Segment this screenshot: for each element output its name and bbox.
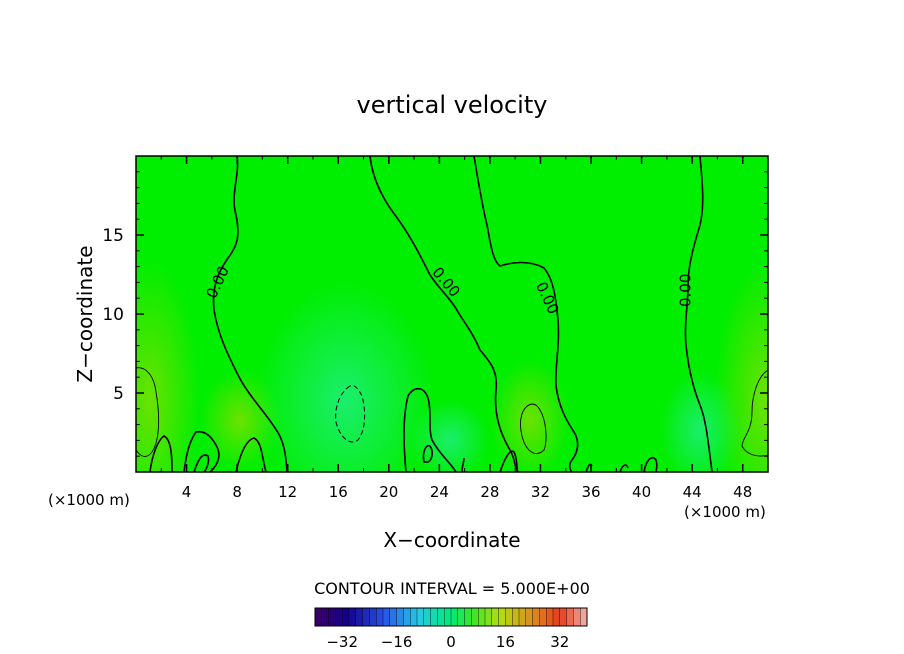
colorbar-cell — [423, 607, 432, 627]
colorbar-frame — [314, 607, 588, 627]
contour-label: 0.00 — [676, 274, 694, 307]
contour-line — [403, 387, 457, 472]
shade-left — [136, 260, 200, 472]
colorbar-cell — [437, 607, 445, 627]
y-tick-label: 10 — [102, 305, 124, 325]
contour-line — [235, 437, 267, 472]
x-tick-label: 24 — [430, 483, 449, 501]
shade-center2-cyan — [410, 400, 490, 472]
colorbar-tick-label: 16 — [496, 633, 515, 651]
contour-line — [136, 367, 160, 457]
zero-contours — [149, 156, 713, 472]
colorbar-tick-label: −16 — [381, 633, 413, 651]
colorbar-ticks: −32 −16 0 16 32 — [326, 633, 569, 651]
colorbar — [314, 607, 588, 627]
contour-line — [212, 156, 288, 472]
colorbar-cell — [525, 607, 534, 627]
contour-line — [684, 156, 713, 472]
contour-line — [369, 156, 519, 472]
contour-line — [461, 457, 465, 472]
colorbar-cell — [559, 607, 568, 627]
x-unit-left: (×1000 m) — [48, 491, 130, 509]
colorbar-cell — [573, 607, 581, 627]
colorbar-cell — [328, 607, 336, 627]
colorbar-cell — [471, 607, 479, 627]
negative-contour — [335, 385, 366, 443]
colorbar-cell — [450, 607, 459, 627]
positive-contours — [136, 367, 768, 457]
colorbar-cell — [355, 607, 364, 627]
colorbar-cell — [430, 607, 438, 627]
colorbar-cell — [539, 607, 547, 627]
colorbar-cell — [389, 607, 398, 627]
contour-line — [643, 456, 658, 472]
colorbar-cell — [457, 607, 466, 627]
colorbar-tick-label: −32 — [326, 633, 358, 651]
contour-line — [149, 435, 173, 472]
x-tick-label: 20 — [379, 483, 398, 501]
contour-line — [422, 444, 433, 463]
contour-line — [183, 430, 220, 472]
heatmap-field — [136, 156, 768, 472]
colorbar-cell — [580, 607, 588, 627]
chart-title: vertical velocity — [357, 91, 548, 119]
colorbar-cell — [416, 607, 425, 627]
colorbar-cell — [410, 607, 418, 627]
colorbar-cell — [505, 607, 513, 627]
y-axis-ticks: 5 10 15 — [102, 171, 768, 457]
colorbar-cell — [362, 607, 370, 627]
colorbar-cell — [376, 607, 384, 627]
contour-line — [473, 156, 579, 472]
x-tick-label: 8 — [232, 483, 242, 501]
colorbar-cell — [342, 607, 350, 627]
colorbar-cell — [512, 607, 520, 627]
shade-right-cyan — [660, 370, 740, 472]
colorbar-cell — [369, 607, 377, 627]
contour-line — [619, 464, 629, 472]
y-tick-label: 15 — [102, 226, 124, 246]
x-unit-right: (×1000 m) — [684, 503, 766, 521]
colorbar-cell — [484, 607, 493, 627]
contour-interval-text: CONTOUR INTERVAL = 5.000E+00 — [314, 579, 590, 598]
x-tick-label: 12 — [278, 483, 297, 501]
colorbar-cell — [546, 607, 554, 627]
colorbar-cell — [464, 607, 472, 627]
colorbar-cell — [566, 607, 574, 627]
x-axis-ticks: 4 8 12 16 20 24 28 32 36 40 44 48 — [160, 156, 752, 501]
y-tick-label: 5 — [113, 384, 124, 404]
colorbar-cell — [498, 607, 506, 627]
colorbar-cell — [444, 607, 452, 627]
colorbar-cell — [348, 607, 357, 627]
colorbar-cell — [321, 607, 330, 627]
x-tick-label: 32 — [531, 483, 550, 501]
colorbar-cell — [382, 607, 391, 627]
colorbar-cell — [396, 607, 404, 627]
shade-mid-right — [490, 360, 570, 472]
colorbar-cell — [314, 607, 323, 627]
x-tick-label: 4 — [182, 483, 192, 501]
shade-center-cyan — [255, 280, 435, 472]
contour-line — [499, 450, 519, 472]
contour-line — [193, 454, 210, 472]
colorbar-cell — [491, 607, 500, 627]
colorbar-cell — [552, 607, 561, 627]
colorbar-tick-label: 0 — [446, 633, 456, 651]
colorbar-cell — [518, 607, 527, 627]
colorbar-cell — [532, 607, 540, 627]
x-axis-label: X−coordinate — [383, 528, 520, 552]
x-tick-label: 40 — [632, 483, 651, 501]
colorbar-cell — [335, 607, 343, 627]
colorbar-tick-label: 32 — [550, 633, 569, 651]
x-tick-label: 28 — [480, 483, 499, 501]
colorbar-cell — [403, 607, 411, 627]
contour-line — [520, 403, 547, 454]
x-tick-label: 44 — [683, 483, 702, 501]
x-tick-label: 36 — [581, 483, 600, 501]
y-axis-label: Z−coordinate — [73, 245, 97, 382]
x-tick-label: 48 — [733, 483, 752, 501]
contour-line — [741, 369, 768, 457]
colorbar-cell — [478, 607, 486, 627]
x-tick-label: 16 — [329, 483, 348, 501]
